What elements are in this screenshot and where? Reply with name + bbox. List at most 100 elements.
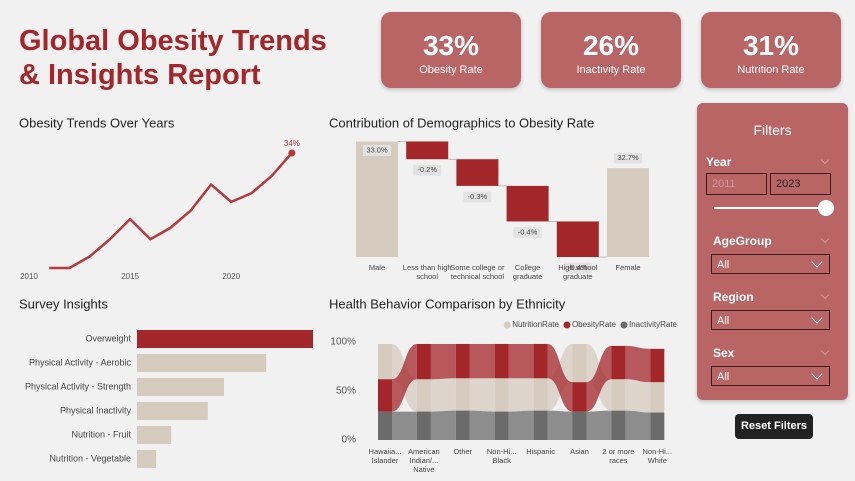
kpi-value: 31%: [742, 30, 800, 61]
dropdown[interactable]: All: [711, 366, 830, 386]
reset-button[interactable]: Reset Filters: [735, 414, 813, 439]
y-tick-label: Nutrition - Fruit: [71, 429, 131, 439]
x-tick-label: Less than high school: [402, 263, 452, 281]
filter-label: Sex: [713, 346, 735, 360]
data-label: -0.4%: [568, 263, 588, 272]
dropdown[interactable]: All: [711, 310, 830, 330]
filter-label: Year: [706, 155, 732, 169]
chart-title: Health Behavior Comparison by Ethnicity: [329, 296, 566, 311]
bar-segment: [416, 379, 431, 412]
chart-title: Survey Insights: [19, 296, 108, 311]
filter-label: AgeGroup: [713, 234, 772, 248]
chevron[interactable]: [820, 346, 830, 356]
bar-segment: [416, 343, 431, 380]
ribbon: [508, 378, 534, 412]
y-tick-label: Physical Inactivity: [60, 405, 132, 415]
slider-knob[interactable]: [818, 200, 834, 216]
ribbon: [469, 410, 495, 440]
kpi-card: 26% Inactivity Rate: [541, 12, 681, 88]
y-tick-label: 0%: [342, 435, 357, 446]
bar: [556, 221, 599, 257]
ribbon: [430, 378, 456, 412]
bar-segment: [378, 379, 392, 412]
y-tick-label: Physical Activity - Strength: [25, 381, 131, 391]
x-tick-label: 2020: [222, 272, 240, 281]
bar-segment: [533, 343, 548, 379]
bar-segment: [416, 411, 431, 440]
end-point: [288, 149, 296, 157]
bar: [137, 354, 267, 372]
dropdown-arrow[interactable]: [811, 256, 823, 268]
ribbon: [469, 343, 495, 379]
y-tick-label: Nutrition - Vegetable: [49, 453, 131, 463]
legend-swatch: [620, 321, 628, 329]
ribbon: [508, 410, 534, 440]
label-badge: [463, 191, 492, 203]
bar: [137, 450, 157, 468]
filters-panel: Filters Year 2011 2023 AgeGroup All Region…: [697, 103, 848, 400]
x-tick-label: Hispanic: [526, 447, 555, 456]
title-line: & Insights Report: [19, 59, 261, 91]
bar-segment: [572, 411, 587, 440]
data-label: -0.4%: [518, 227, 538, 236]
label-badge: [614, 152, 642, 164]
chevron[interactable]: [820, 234, 830, 244]
label-badge: [513, 226, 542, 238]
data-label: 32.7%: [617, 153, 639, 162]
year-from[interactable]: 2011: [706, 173, 767, 195]
bar: [137, 378, 224, 396]
x-tick-label: Non-Hi... White: [642, 447, 673, 465]
legend-swatch: [503, 321, 511, 329]
bar-segment: [378, 411, 392, 440]
ribbon: [469, 378, 495, 412]
kpi-card: 33% Obesity Rate: [381, 12, 521, 88]
bar: [356, 141, 398, 257]
dropdown-arrow[interactable]: [811, 312, 823, 324]
legend-label: NutritionRate: [512, 320, 559, 329]
ribbon: [392, 411, 417, 440]
y-tick-label: 100%: [330, 337, 356, 348]
bar-segment: [533, 410, 548, 440]
kpi-value: 33%: [422, 30, 480, 61]
x-tick-label: Other: [453, 447, 473, 456]
data-label: -0.3%: [468, 192, 488, 201]
y-tick-label: Physical Activity - Aerobic: [29, 357, 132, 367]
dropdown[interactable]: All: [711, 254, 830, 274]
bar: [137, 330, 313, 348]
bar-segment: [455, 343, 470, 379]
bar-segment: [378, 343, 392, 380]
kpi-label: Inactivity Rate: [576, 64, 646, 76]
kpi-label: Nutrition Rate: [737, 64, 805, 76]
legend-swatch: [563, 321, 571, 329]
trend-line: [49, 152, 293, 270]
kpi-label: Obesity Rate: [419, 64, 483, 76]
ribbon: [547, 343, 573, 412]
chevron[interactable]: [820, 290, 830, 300]
x-tick-label: Some college or technical school: [450, 263, 505, 281]
x-tick-label: High school graduate: [558, 263, 598, 281]
ribbon: [625, 410, 651, 440]
legend-label: ObesityRate: [572, 320, 617, 329]
y-tick-label: 50%: [336, 386, 356, 397]
ribbon: [508, 343, 534, 379]
bar: [406, 141, 449, 160]
ribbon: [625, 379, 651, 413]
bar-segment: [572, 343, 587, 383]
year-to[interactable]: 2023: [770, 173, 831, 195]
bar-segment: [611, 345, 626, 380]
bar-segment: [572, 382, 587, 412]
bar-segment: [650, 412, 665, 440]
dropdown-arrow[interactable]: [811, 368, 823, 380]
title-line: Global Obesity Trends: [19, 25, 327, 57]
x-tick-label: Hawaiia... Islander: [368, 447, 402, 465]
label-badge: [413, 164, 442, 176]
bar: [506, 185, 549, 222]
kpi-card: 31% Nutrition Rate: [701, 12, 841, 88]
bar-segment: [650, 348, 665, 383]
chevron[interactable]: [820, 155, 830, 165]
filter-label: Region: [713, 290, 754, 304]
label-badge: [563, 262, 592, 274]
bar-segment: [533, 378, 548, 411]
